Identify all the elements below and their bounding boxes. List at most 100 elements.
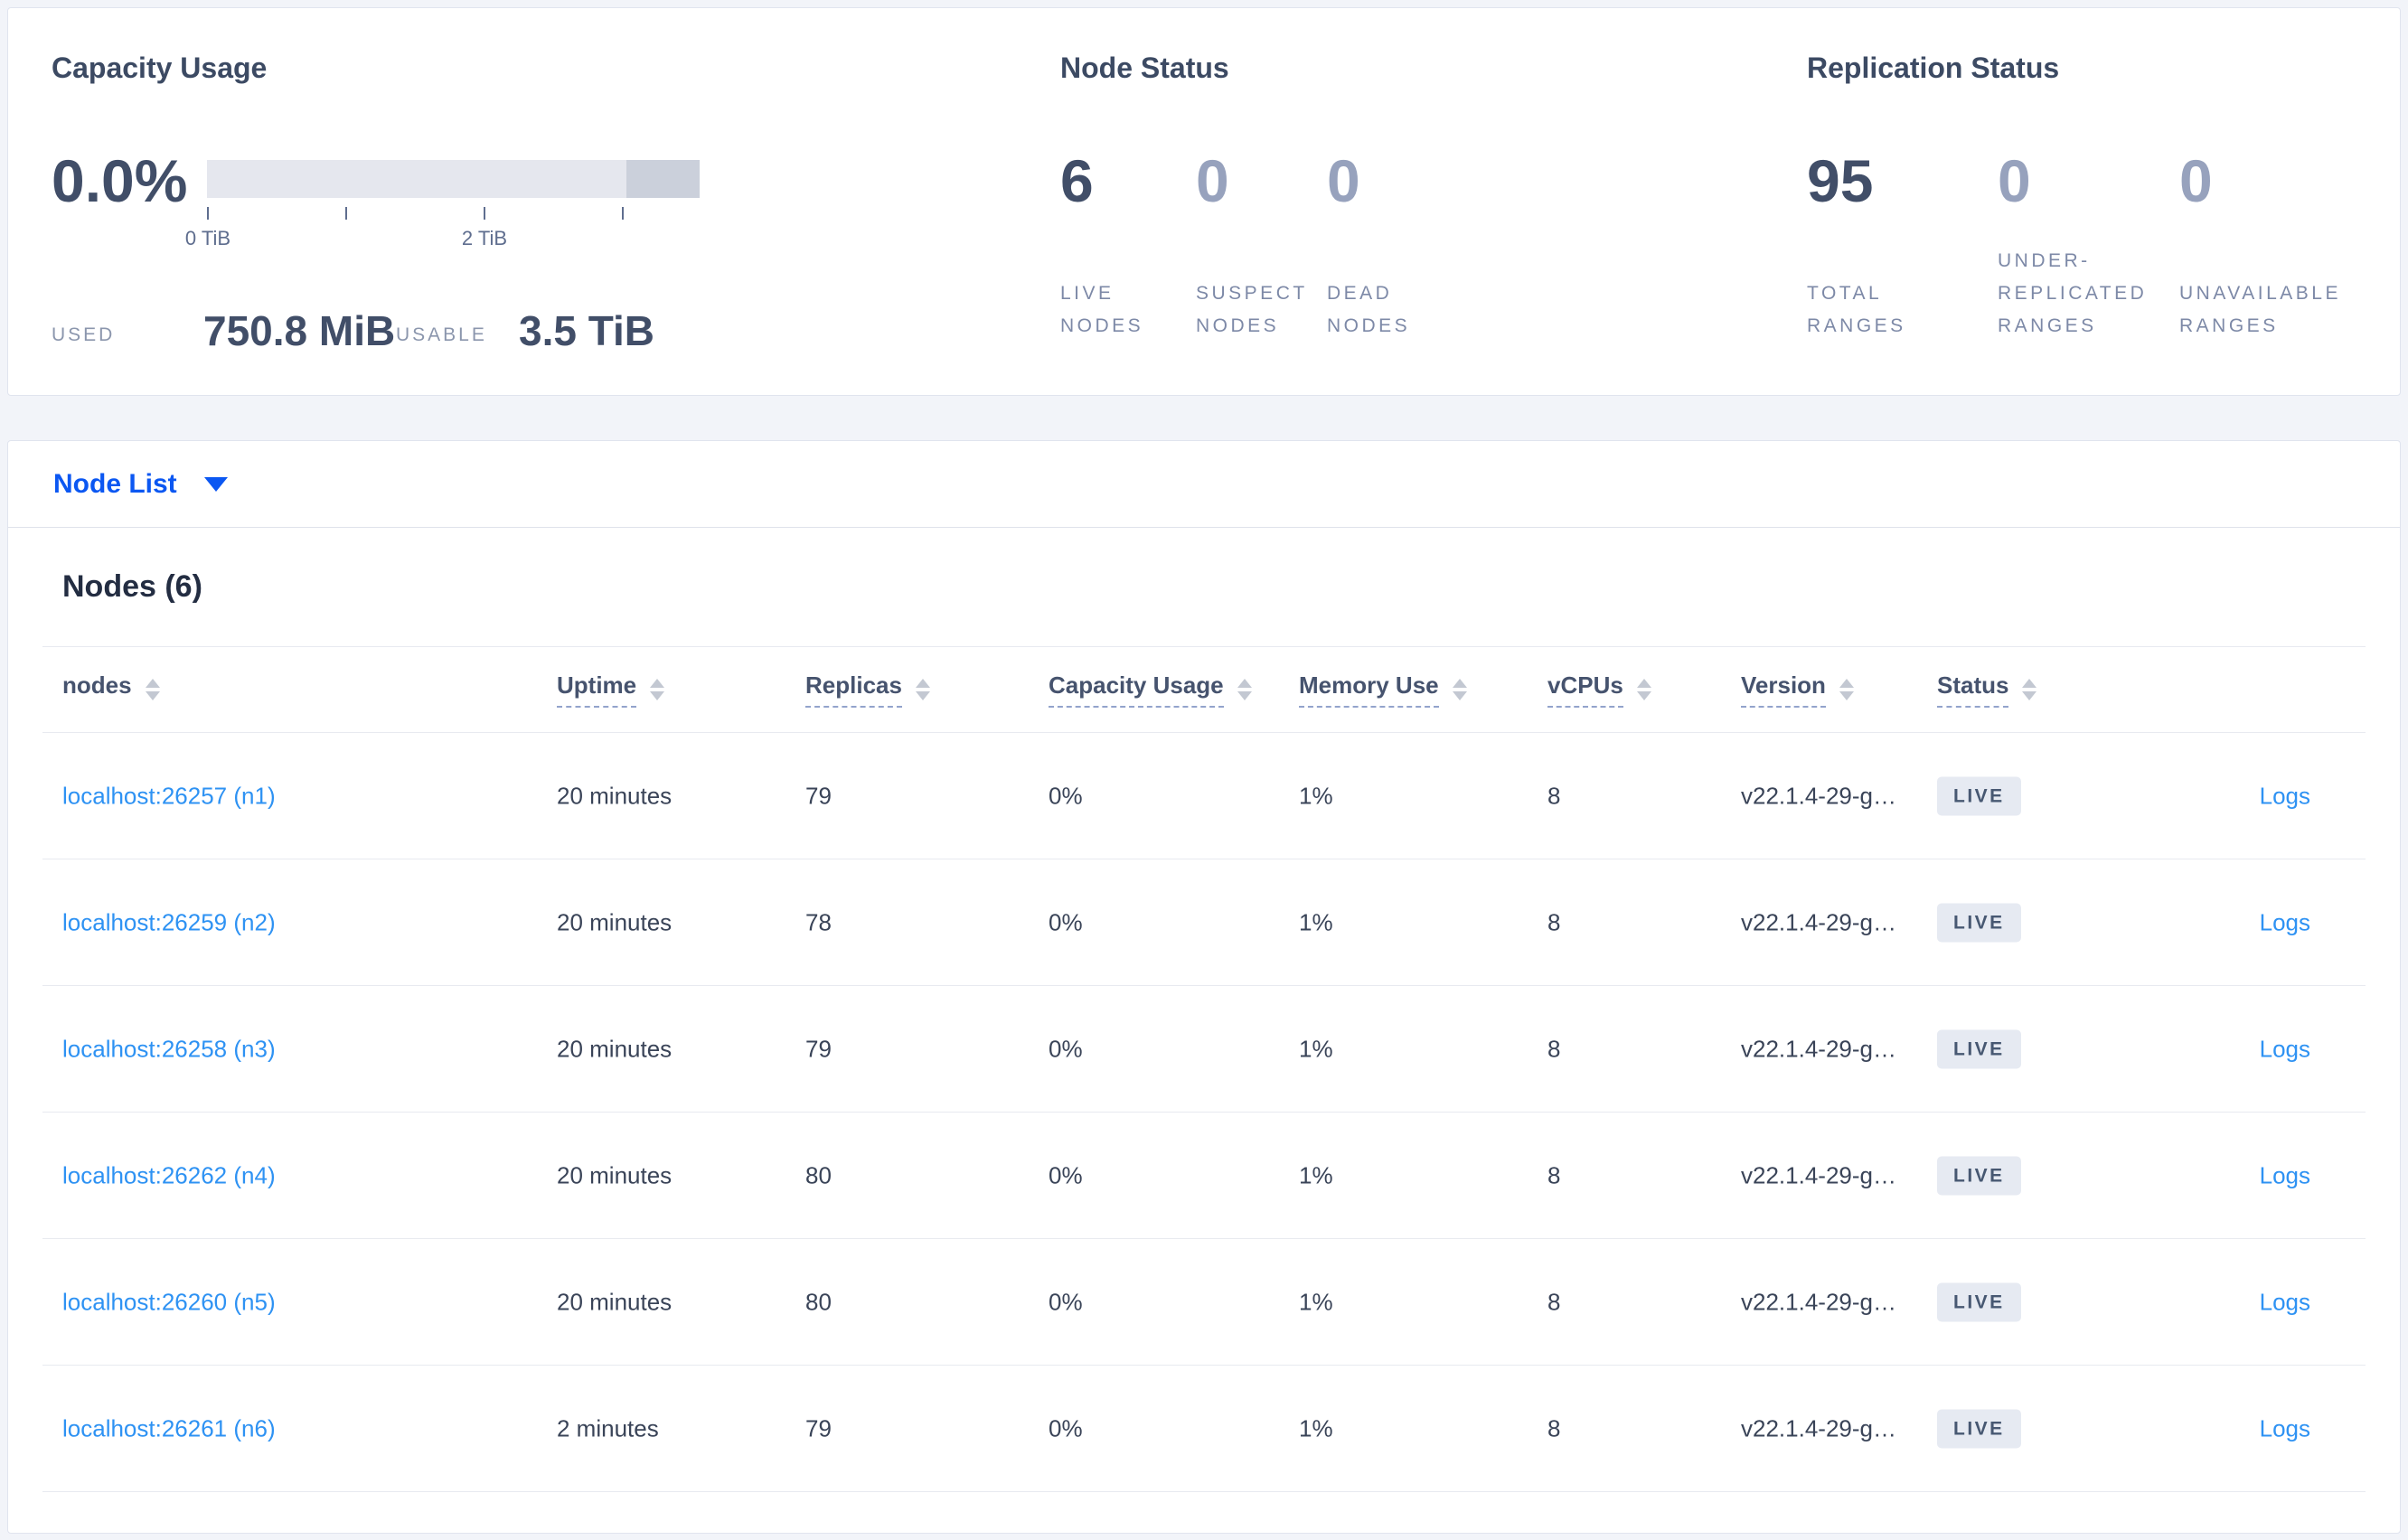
memory-use-cell: 1%: [1299, 1288, 1333, 1315]
chevron-down-icon: [203, 476, 228, 492]
capacity-usage-cell: 0%: [1049, 908, 1083, 935]
column-header-capacity-usage[interactable]: Capacity Usage: [1049, 671, 1252, 708]
sort-icon[interactable]: [1452, 679, 1467, 700]
column-header-replicas[interactable]: Replicas: [805, 671, 930, 708]
column-header-label: Memory Use: [1299, 671, 1439, 708]
node-status-title: Node Status: [1060, 52, 1229, 84]
total-ranges-value: 95: [1807, 147, 1874, 214]
column-header-label: nodes: [62, 671, 132, 699]
axis-tick: [345, 207, 347, 220]
node-address-link[interactable]: localhost:26260 (n5): [62, 1288, 276, 1315]
capacity-usage-cell: 0%: [1049, 782, 1083, 809]
logs-link[interactable]: Logs: [2259, 1035, 2310, 1062]
column-header-version[interactable]: Version: [1741, 671, 1854, 708]
table-row: localhost:26262 (n4) 20 minutes 80 0% 1%…: [42, 1113, 2366, 1239]
node-address-link[interactable]: localhost:26261 (n6): [62, 1414, 276, 1441]
version-cell: v22.1.4-29-g…: [1741, 1035, 1896, 1062]
status-cell: LIVE: [1937, 1409, 2021, 1448]
status-badge: LIVE: [1937, 1282, 2021, 1321]
sort-icon[interactable]: [2022, 679, 2037, 700]
view-selector-bar: Node List: [8, 441, 2400, 528]
under-replicated-ranges-value: 0: [1998, 147, 2031, 214]
unavailable-ranges-value: 0: [2179, 147, 2213, 214]
memory-use-cell: 1%: [1299, 1161, 1333, 1188]
column-header-label: Replicas: [805, 671, 902, 708]
unavailable-ranges-label: UNAVAILABLE RANGES: [2179, 283, 2341, 336]
axis-tick: [622, 207, 624, 220]
column-header-label: vCPUs: [1547, 671, 1623, 708]
suspect-nodes-label: SUSPECT NODES: [1196, 283, 1308, 336]
version-cell: v22.1.4-29-g…: [1741, 1414, 1896, 1441]
status-cell: LIVE: [1937, 1156, 2021, 1195]
usable-value: 3.5 TiB: [519, 307, 654, 354]
status-cell: LIVE: [1937, 1029, 2021, 1068]
vcpus-cell: 8: [1547, 1035, 1561, 1062]
column-header-memory-use[interactable]: Memory Use: [1299, 671, 1467, 708]
sort-icon[interactable]: [1839, 679, 1854, 700]
logs-link[interactable]: Logs: [2259, 1414, 2310, 1441]
node-address-link[interactable]: localhost:26258 (n3): [62, 1035, 276, 1062]
table-row: localhost:26258 (n3) 20 minutes 79 0% 1%…: [42, 986, 2366, 1113]
capacity-usage-cell: 0%: [1049, 1161, 1083, 1188]
status-cell: LIVE: [1937, 776, 2021, 815]
table-row: localhost:26259 (n2) 20 minutes 78 0% 1%…: [42, 859, 2366, 986]
sort-icon[interactable]: [650, 679, 665, 700]
usable-label: USABLE: [396, 324, 487, 345]
logs-link[interactable]: Logs: [2259, 1161, 2310, 1188]
version-cell: v22.1.4-29-g…: [1741, 1288, 1896, 1315]
uptime-cell: 20 minutes: [557, 1035, 673, 1062]
sort-icon[interactable]: [1636, 679, 1651, 700]
memory-use-cell: 1%: [1299, 782, 1333, 809]
memory-use-cell: 1%: [1299, 908, 1333, 935]
node-address-link[interactable]: localhost:26262 (n4): [62, 1161, 276, 1188]
sort-icon[interactable]: [1237, 679, 1252, 700]
replicas-cell: 80: [805, 1288, 832, 1315]
status-badge: LIVE: [1937, 776, 2021, 815]
column-header-uptime[interactable]: Uptime: [557, 671, 665, 708]
replication-status-title: Replication Status: [1807, 52, 2060, 84]
sort-icon[interactable]: [145, 679, 160, 700]
vcpus-cell: 8: [1547, 1414, 1561, 1441]
capacity-usage-title: Capacity Usage: [52, 52, 268, 84]
node-address-link[interactable]: localhost:26259 (n2): [62, 908, 276, 935]
vcpus-cell: 8: [1547, 1161, 1561, 1188]
uptime-cell: 20 minutes: [557, 782, 673, 809]
version-cell: v22.1.4-29-g…: [1741, 1161, 1896, 1188]
used-value: 750.8 MiB: [203, 307, 396, 354]
live-nodes-label: LIVE NODES: [1060, 283, 1144, 336]
axis-tick: [484, 207, 485, 220]
dead-nodes-label: DEAD NODES: [1327, 283, 1411, 336]
column-header-vcpus[interactable]: vCPUs: [1547, 671, 1651, 708]
under-replicated-ranges-label: UNDER-REPLICATED RANGES: [1998, 250, 2148, 336]
column-header-label: Status: [1937, 671, 2009, 708]
column-header-label: Capacity Usage: [1049, 671, 1224, 708]
dead-nodes-value: 0: [1327, 147, 1360, 214]
status-badge: LIVE: [1937, 903, 2021, 942]
table-body: localhost:26257 (n1) 20 minutes 79 0% 1%…: [8, 733, 2400, 1492]
logs-link[interactable]: Logs: [2259, 908, 2310, 935]
column-header-label: Uptime: [557, 671, 637, 708]
replicas-cell: 78: [805, 908, 832, 935]
table-row: localhost:26260 (n5) 20 minutes 80 0% 1%…: [42, 1239, 2366, 1366]
capacity-percent-value: 0.0%: [52, 147, 188, 214]
uptime-cell: 2 minutes: [557, 1414, 659, 1441]
logs-link[interactable]: Logs: [2259, 782, 2310, 809]
status-badge: LIVE: [1937, 1409, 2021, 1448]
replicas-cell: 79: [805, 782, 832, 809]
replication-status-section: Replication Status 95 0 0 TOTAL RANGES U…: [1807, 8, 2394, 395]
column-header-status[interactable]: Status: [1937, 671, 2037, 708]
column-header-nodes[interactable]: nodes: [62, 671, 160, 708]
logs-link[interactable]: Logs: [2259, 1288, 2310, 1315]
node-address-link[interactable]: localhost:26257 (n1): [62, 782, 276, 809]
nodes-count-heading: Nodes (6): [62, 569, 202, 604]
live-nodes-value: 6: [1060, 147, 1094, 214]
table-row: localhost:26261 (n6) 2 minutes 79 0% 1% …: [42, 1366, 2366, 1492]
node-list-dropdown[interactable]: Node List: [53, 469, 228, 500]
capacity-usage-section: Capacity Usage 0.0% 0 TiB 2 TiB USED 750…: [52, 8, 1028, 395]
status-cell: LIVE: [1937, 1282, 2021, 1321]
replicas-cell: 79: [805, 1414, 832, 1441]
capacity-usage-cell: 0%: [1049, 1035, 1083, 1062]
memory-use-cell: 1%: [1299, 1414, 1333, 1441]
sort-icon[interactable]: [915, 679, 930, 700]
